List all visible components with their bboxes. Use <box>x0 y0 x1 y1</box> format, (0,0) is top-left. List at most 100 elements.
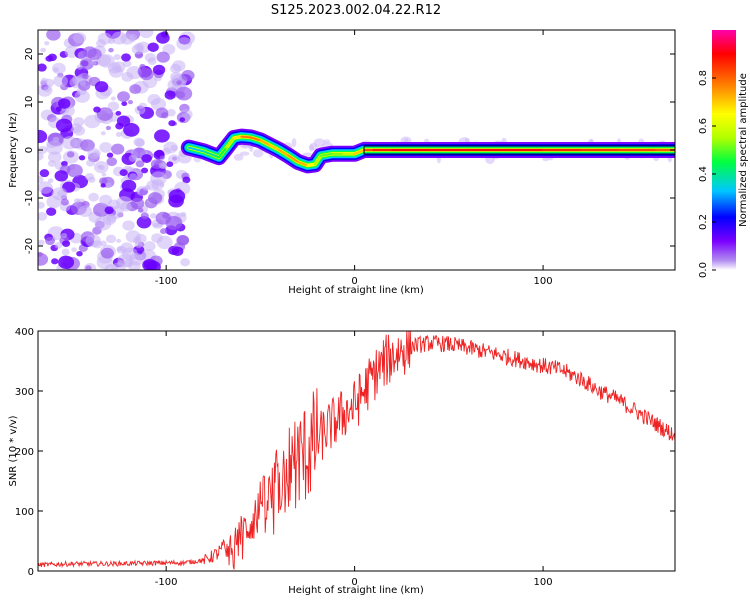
y-tick-label: 200 <box>15 447 34 458</box>
noise-blob <box>160 228 168 235</box>
noise-blob <box>115 122 124 130</box>
noise-blob <box>84 114 101 129</box>
noise-blob <box>99 142 113 153</box>
noise-blob <box>134 241 143 248</box>
snr-xlabel: Height of straight line (km) <box>288 585 424 596</box>
noise-blob <box>72 32 87 44</box>
noise-blob <box>61 136 78 150</box>
colorbar-ticks: 0.0 0.2 0.4 0.6 0.8 <box>698 70 716 278</box>
noise-blob <box>101 172 107 177</box>
noise-blob <box>58 255 75 270</box>
noise-blob <box>100 183 106 188</box>
noise-blob <box>74 90 90 103</box>
noise-blob <box>44 40 50 46</box>
noise-blob <box>119 169 128 177</box>
noise-blob <box>46 30 61 41</box>
noise-blob <box>179 117 186 122</box>
noise-blob <box>86 159 95 167</box>
noise-blob <box>81 73 89 80</box>
noise-blob <box>139 68 154 81</box>
noise-blob <box>140 212 149 220</box>
noise-blob <box>45 55 54 62</box>
noise-blob <box>135 160 145 168</box>
spectrogram-xlabel: Height of straight line (km) <box>288 285 424 296</box>
noise-blob <box>38 175 44 184</box>
noise-blob <box>79 80 87 87</box>
noise-blob <box>129 84 142 95</box>
noise-blob <box>38 252 49 266</box>
noise-blob <box>106 157 118 166</box>
noise-blob <box>127 100 133 105</box>
noise-blob <box>73 117 85 127</box>
noise-blob <box>94 81 109 93</box>
noise-blob <box>38 129 48 144</box>
colorbar-label: Normalized spectral amplitude <box>738 73 749 227</box>
x-tick-label: -100 <box>155 577 178 588</box>
spectrogram-frame <box>37 29 676 271</box>
snr-line <box>38 331 675 570</box>
noise-blob <box>100 240 107 247</box>
noise-blob <box>175 91 186 99</box>
y-tick-label: 20 <box>24 48 35 61</box>
noise-blob <box>146 260 161 270</box>
noise-blob <box>87 148 101 160</box>
noise-blob <box>128 154 138 162</box>
ridge-contour <box>363 145 675 155</box>
noise-blob <box>85 265 92 270</box>
noise-blob <box>120 201 132 212</box>
noise-blob <box>100 247 114 259</box>
x-tick-label: 100 <box>534 276 553 287</box>
noise-blob <box>117 91 130 102</box>
noise-blob <box>38 63 47 72</box>
noise-blob <box>66 163 83 178</box>
noise-blob <box>233 153 244 161</box>
noise-blob <box>100 131 106 136</box>
y-tick-label: -10 <box>24 190 35 206</box>
ridge-core-segment <box>319 152 334 157</box>
y-tick-label: 300 <box>15 387 34 398</box>
y-tick-label: 400 <box>15 327 34 338</box>
noise-blob <box>38 201 45 209</box>
noise-blob <box>96 107 114 121</box>
noise-blob <box>111 143 125 155</box>
noise-blob <box>93 59 101 66</box>
noise-blob <box>150 213 157 219</box>
noise-blob <box>78 205 93 218</box>
noise-blob <box>147 192 163 204</box>
noise-blob <box>141 167 149 174</box>
noise-blob <box>38 181 53 194</box>
snr-panel: -100 0 100 0 100 200 300 400 Height of straight… <box>8 327 676 596</box>
colorbar: 0.0 0.2 0.4 0.6 0.8 Normalized spectral ampl… <box>698 30 749 278</box>
noise-blob <box>309 144 314 152</box>
noise-blob <box>57 98 71 109</box>
noise-blob <box>43 86 51 93</box>
ridge-layer <box>180 128 675 174</box>
noise-blob <box>107 101 120 111</box>
noise-blob <box>88 192 99 202</box>
ridge-core-segment <box>306 163 317 167</box>
noise-blob <box>129 173 138 180</box>
ridge-core-segment <box>249 136 262 142</box>
noise-blob <box>131 44 144 55</box>
ridge-core-segment <box>202 150 221 159</box>
noise-blob <box>176 37 192 51</box>
noise-blob <box>61 248 70 256</box>
noise-blob <box>137 207 144 213</box>
y-tick-label: 10 <box>24 96 35 109</box>
noise-blob <box>51 258 59 265</box>
noise-blob <box>128 36 136 43</box>
noise-blob <box>76 250 83 257</box>
noise-blob <box>156 235 173 250</box>
noise-blob <box>168 189 186 204</box>
noise-blob <box>45 236 55 246</box>
noise-blob <box>105 182 112 188</box>
noise-blob <box>38 211 48 221</box>
ridge-core-segment <box>232 135 243 140</box>
noise-blob <box>97 32 113 45</box>
noise-blob <box>78 155 86 161</box>
noise-blob <box>93 106 101 113</box>
ridge-core-segment <box>268 144 281 152</box>
noise-blob <box>155 107 169 119</box>
